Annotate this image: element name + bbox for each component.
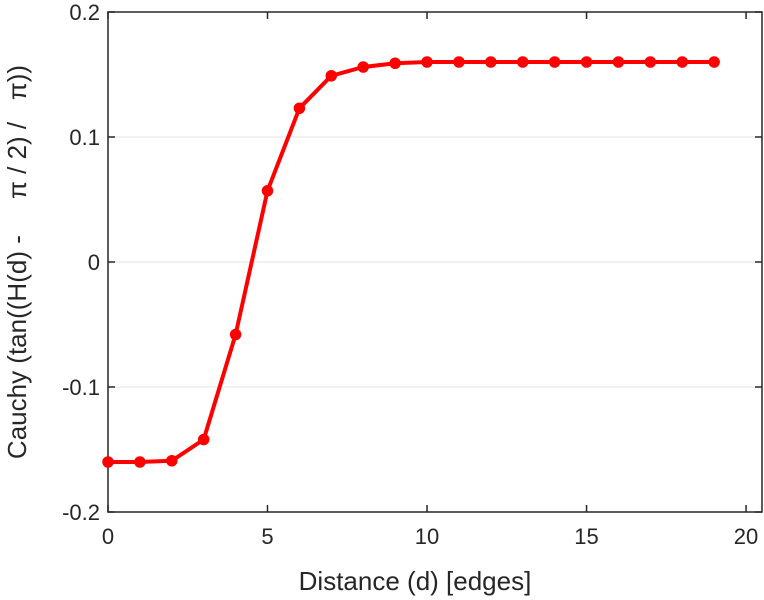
- data-point: [389, 57, 401, 69]
- data-point: [421, 56, 433, 68]
- y-tick-label: 0: [88, 250, 100, 275]
- x-axis-label: Distance (d) [edges]: [299, 566, 532, 596]
- gridlines: [108, 136, 762, 388]
- data-point: [516, 56, 529, 68]
- data-point: [612, 56, 625, 68]
- data-point: [325, 70, 338, 82]
- x-tick-label: 0: [102, 524, 114, 549]
- data-point: [134, 456, 146, 468]
- data-point: [229, 328, 242, 341]
- axis-ticks: -0.2 -0.1 0 0.1 0.2 0 5 10 15 20: [62, 0, 762, 549]
- data-point: [293, 102, 306, 114]
- series-layer: [102, 56, 720, 468]
- data-point: [644, 56, 657, 68]
- y-axis-label: Cauchy (tan((H(d) - π / 2) / π)): [2, 65, 32, 459]
- data-point: [261, 185, 274, 197]
- data-point: [580, 56, 593, 68]
- x-tick-label: 10: [415, 524, 439, 549]
- data-point: [708, 56, 720, 68]
- y-tick-label: 0.1: [69, 125, 100, 150]
- y-tick-label: -0.2: [62, 500, 100, 525]
- data-point: [676, 56, 688, 68]
- data-point: [548, 56, 561, 68]
- y-tick-label: -0.1: [62, 375, 100, 400]
- data-point: [357, 61, 369, 73]
- y-tick-label: 0.2: [69, 0, 100, 25]
- data-point: [453, 56, 465, 68]
- data-point: [166, 455, 178, 467]
- data-point: [197, 433, 210, 446]
- data-point: [102, 456, 114, 468]
- x-tick-label: 5: [261, 524, 273, 549]
- x-tick-label: 15: [574, 524, 598, 549]
- x-tick-label: 20: [734, 524, 758, 549]
- data-point: [485, 56, 497, 68]
